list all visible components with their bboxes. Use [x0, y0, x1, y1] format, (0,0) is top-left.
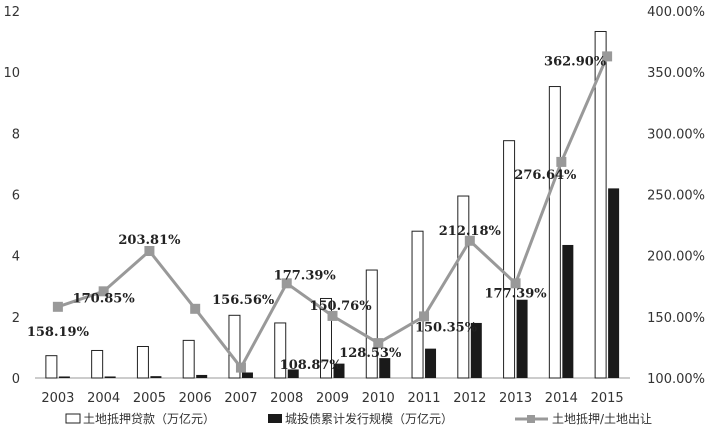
- y-right-tick-label: 200.00%: [647, 250, 705, 265]
- bar-urban-investment-bond: [562, 244, 574, 378]
- bar-land-mortgage-loan: [45, 355, 58, 379]
- legend-label-land-mortgage: 土地抵押贷款（万亿元）: [83, 411, 215, 426]
- bar-urban-investment-bond: [58, 376, 70, 378]
- x-tick-label: 2004: [87, 391, 120, 406]
- legend-swatch-hollow: [65, 413, 81, 424]
- y-right-tick-label: 250.00%: [647, 189, 705, 204]
- y-left-tick-label: 6: [12, 189, 20, 204]
- ratio-data-label: 276.64%: [514, 168, 577, 183]
- ratio-data-label: 203.81%: [118, 233, 181, 248]
- y-left-tick-label: 12: [3, 5, 20, 20]
- ratio-data-label: 150.35%: [415, 320, 478, 335]
- bar-land-mortgage-loan: [91, 349, 104, 379]
- bar-land-mortgage-loan: [548, 86, 561, 379]
- x-tick-label: 2008: [270, 391, 303, 406]
- x-tick-label: 2010: [362, 391, 395, 406]
- ratio-point-marker: [373, 338, 384, 349]
- bar-urban-investment-bond: [333, 363, 345, 378]
- x-tick-label: 2003: [41, 391, 74, 406]
- ratio-data-label: 158.19%: [27, 325, 90, 340]
- bar-urban-investment-bond: [196, 374, 208, 378]
- bar-land-mortgage-loan: [365, 269, 378, 379]
- bar-urban-investment-bond: [241, 372, 253, 378]
- legend-label-ratio: 土地抵押/土地出让: [552, 412, 652, 426]
- bar-urban-investment-bond: [516, 299, 528, 378]
- y-left-tick-label: 2: [12, 311, 20, 326]
- ratio-point-marker: [190, 303, 201, 314]
- ratio-point-marker: [281, 278, 292, 289]
- ratio-point-marker: [464, 235, 475, 246]
- bar-land-mortgage-loan: [320, 297, 332, 379]
- bar-urban-investment-bond: [470, 322, 482, 378]
- x-tick-label: 2011: [407, 391, 440, 406]
- bar-land-mortgage-loan: [457, 195, 470, 379]
- ratio-data-label: 212.18%: [439, 224, 502, 239]
- x-tick-label: 2009: [316, 391, 349, 406]
- ratio-point-marker: [52, 301, 63, 312]
- ratio-data-label: 177.39%: [274, 268, 337, 283]
- bar-urban-investment-bond: [287, 369, 299, 378]
- legend: 土地抵押贷款（万亿元） 城投债累计发行规模（万亿元） 土地抵押/土地出让: [65, 411, 652, 426]
- ratio-point-marker: [419, 311, 430, 322]
- bar-land-mortgage-loan: [228, 314, 241, 379]
- bar-urban-investment-bond: [379, 358, 391, 378]
- bar-series-group: [45, 30, 620, 379]
- data-labels-group: 158.19% 170.85% 203.81% 156.56% 177.39% 150.7…: [27, 54, 607, 373]
- ratio-point-marker: [556, 156, 567, 167]
- bar-urban-investment-bond: [104, 376, 116, 378]
- x-tick-label: 2006: [179, 391, 212, 406]
- ratio-data-label: 128.53%: [339, 346, 402, 361]
- y-left-tick-label: 0: [12, 372, 20, 387]
- bar-land-mortgage-loan: [411, 230, 424, 379]
- ratio-point-marker: [327, 310, 338, 321]
- y-right-tick-label: 350.00%: [647, 66, 705, 81]
- y-right-tick-label: 150.00%: [647, 311, 705, 326]
- y-left-tick-label: 10: [3, 66, 20, 81]
- x-tick-label: 2013: [499, 391, 532, 406]
- x-tick-label: 2007: [224, 391, 257, 406]
- bar-urban-investment-bond: [425, 348, 437, 378]
- y-right-tick-label: 300.00%: [647, 127, 705, 142]
- ratio-point-marker: [98, 286, 109, 297]
- bar-urban-investment-bond: [150, 376, 162, 378]
- bar-land-mortgage-loan: [594, 30, 607, 379]
- y-right-tick-label: 100.00%: [647, 372, 705, 387]
- ratio-line-group: [52, 51, 613, 373]
- ratio-point-marker: [235, 362, 246, 373]
- legend-label-urban-bond: 城投债累计发行规模（万亿元）: [285, 411, 453, 426]
- y-left-tick-label: 8: [12, 127, 20, 142]
- ratio-data-label: 362.90%: [544, 54, 607, 69]
- extra-data-label: 108.87%: [280, 358, 343, 373]
- bar-land-mortgage-loan: [503, 140, 516, 379]
- x-tick-label: 2005: [133, 391, 166, 406]
- chart-axes: 0 2 4 6 8 10 12 100.00% 150.00% 200.00% 250.00% 300…: [3, 5, 705, 406]
- bar-land-mortgage-loan: [182, 339, 195, 379]
- ratio-data-label: 177.39%: [485, 286, 548, 301]
- x-tick-label: 2012: [453, 391, 486, 406]
- ratio-point-marker: [602, 51, 613, 62]
- bar-land-mortgage-loan: [136, 345, 149, 379]
- y-left-tick-label: 4: [12, 250, 20, 265]
- bar-urban-investment-bond: [608, 188, 620, 378]
- x-tick-label: 2014: [545, 391, 578, 406]
- ratio-point-marker: [144, 246, 155, 257]
- ratio-data-label: 156.56%: [212, 293, 275, 308]
- bar-land-mortgage-loan: [274, 322, 287, 379]
- y-right-tick-label: 400.00%: [647, 5, 705, 20]
- ratio-data-label: 170.85%: [73, 291, 136, 306]
- x-tick-label: 2015: [591, 391, 624, 406]
- legend-swatch-marker: [527, 415, 535, 423]
- ratio-point-marker: [510, 278, 521, 289]
- legend-swatch-solid: [268, 414, 282, 423]
- ratio-data-label: 150.76%: [309, 299, 372, 314]
